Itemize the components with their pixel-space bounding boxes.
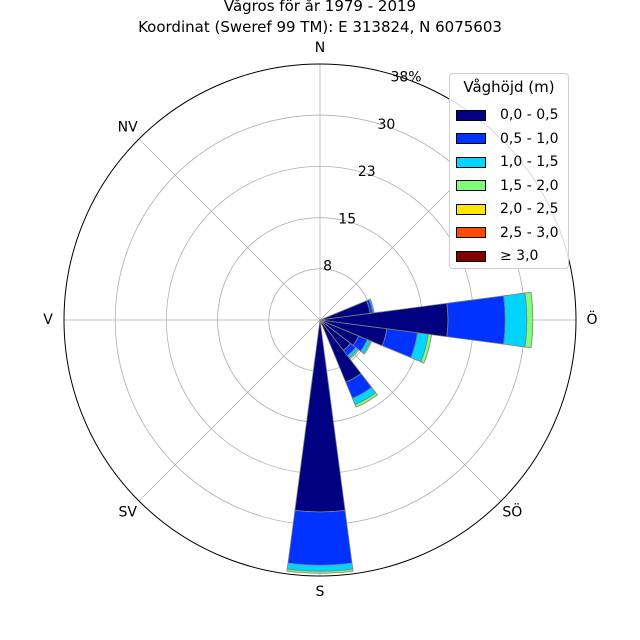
legend-swatch <box>456 133 486 144</box>
grid-spoke <box>138 319 321 502</box>
direction-label: S <box>316 584 325 600</box>
radial-tick-label: 8 <box>323 259 332 275</box>
rose-bar-segment <box>354 392 378 408</box>
legend-swatch <box>456 227 486 238</box>
polar-bars <box>286 291 534 574</box>
rose-bar-segment <box>420 333 432 364</box>
rose-bar-segment <box>524 291 534 349</box>
polar-labels: N NV V SV S SÖ Ö 8 15 23 30 38% <box>43 40 597 600</box>
legend-swatch <box>456 180 486 191</box>
legend-label: 1,0 - 1,5 <box>500 154 559 170</box>
legend-swatch <box>456 109 486 121</box>
polar-frame <box>63 63 577 577</box>
radial-tick-label: 30 <box>377 117 395 133</box>
legend-label: 0,5 - 1,0 <box>500 130 559 147</box>
radial-tick-label: 38% <box>390 70 421 86</box>
rose-bar-segment <box>287 509 353 566</box>
legend: Våghöjd (m) 0,0 - 0,5 0,5 - 1,0 1,0 - 1,5 1… <box>449 73 569 269</box>
direction-label: NV <box>118 120 138 136</box>
legend-entry: 0,0 - 0,5 <box>456 107 558 123</box>
legend-swatch <box>456 203 486 215</box>
legend-entry: 1,5 - 2,0 <box>456 178 558 194</box>
legend-entry: ≥ 3,0 <box>456 248 538 264</box>
radial-tick-label: 23 <box>358 164 376 180</box>
chart-title: Vågros för år 1979 - 2019 <box>223 0 417 15</box>
legend-swatch <box>456 250 486 262</box>
legend-label: 1,5 - 2,0 <box>500 177 559 194</box>
rose-bar-segment <box>286 568 354 574</box>
grid-spoke <box>138 138 321 321</box>
rose-bar-segment <box>503 292 528 348</box>
legend-entry: 0,5 - 1,0 <box>456 131 558 147</box>
radial-tick-label: 15 <box>338 211 356 227</box>
direction-label: SV <box>118 504 137 520</box>
legend-entry: 1,0 - 1,5 <box>456 154 558 170</box>
legend-label: 2,5 - 3,0 <box>500 224 559 241</box>
rose-bar-segment <box>362 340 373 355</box>
rose-bar-segment <box>446 295 506 345</box>
direction-label: N <box>315 40 325 56</box>
legend-label: 2,0 - 2,5 <box>500 201 559 217</box>
direction-label: Ö <box>586 310 597 328</box>
legend-entry: 2,5 - 3,0 <box>456 225 558 241</box>
legend-label: ≥ 3,0 <box>500 248 539 264</box>
legend-entry: 2,0 - 2,5 <box>456 201 558 217</box>
direction-label: SÖ <box>502 502 522 520</box>
legend-swatch <box>456 156 486 168</box>
chart-subtitle: Koordinat (Sweref 99 TM): E 313824, N 60… <box>138 18 502 36</box>
legend-label: 0,0 - 0,5 <box>500 107 559 123</box>
legend-title: Våghöjd (m) <box>463 78 555 96</box>
direction-label: V <box>43 312 53 328</box>
